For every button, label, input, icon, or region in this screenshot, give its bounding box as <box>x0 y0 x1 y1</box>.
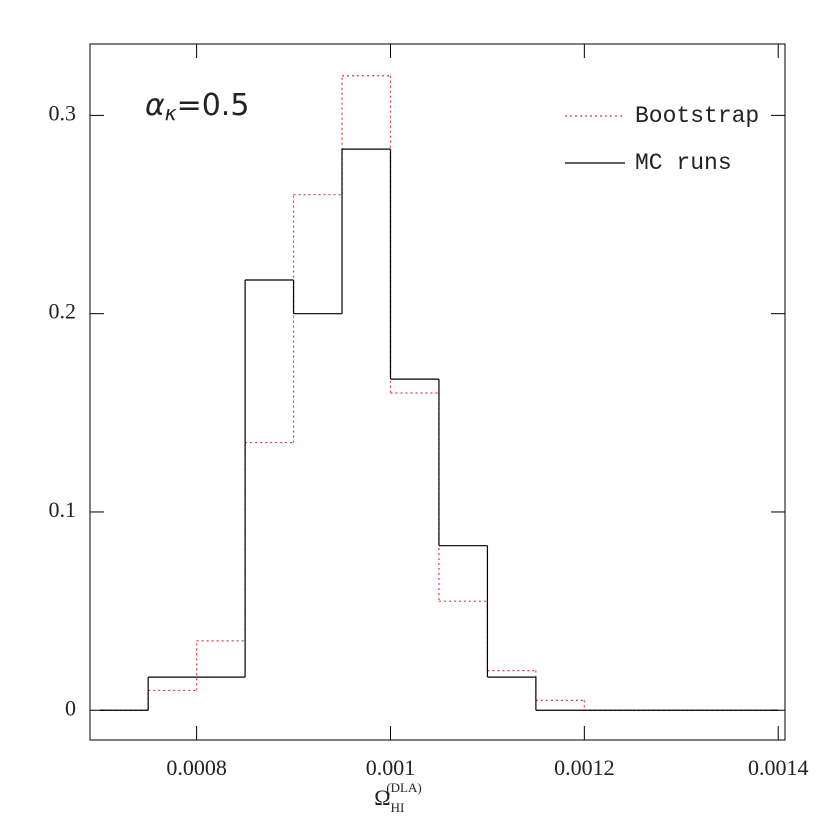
legend-label: Bootstrap <box>635 103 759 129</box>
x-tick-label: 0.001 <box>366 755 416 780</box>
annotation-main: α <box>145 88 165 123</box>
x-tick-label: 0.0012 <box>554 755 615 780</box>
x-tick-label: 0.0014 <box>748 755 809 780</box>
x-label-sub: HI <box>391 800 405 815</box>
annotation: ακ=0.5 <box>145 88 249 125</box>
x-label-sup: (DLA) <box>386 780 421 795</box>
annotation-sub: κ <box>165 101 177 125</box>
plot-frame <box>89 43 786 741</box>
y-tick-label: 0 <box>65 695 76 720</box>
y-tick-label: 0.3 <box>49 100 77 125</box>
x-label-main: Ω <box>374 785 390 810</box>
legend-label: MC runs <box>635 150 732 176</box>
x-tick-label: 0.0008 <box>166 755 227 780</box>
y-tick-label: 0.1 <box>49 497 77 522</box>
annotation-rest: =0.5 <box>177 88 250 123</box>
y-tick-label: 0.2 <box>49 299 77 324</box>
x-axis-label: ΩHI (DLA) <box>374 780 421 815</box>
